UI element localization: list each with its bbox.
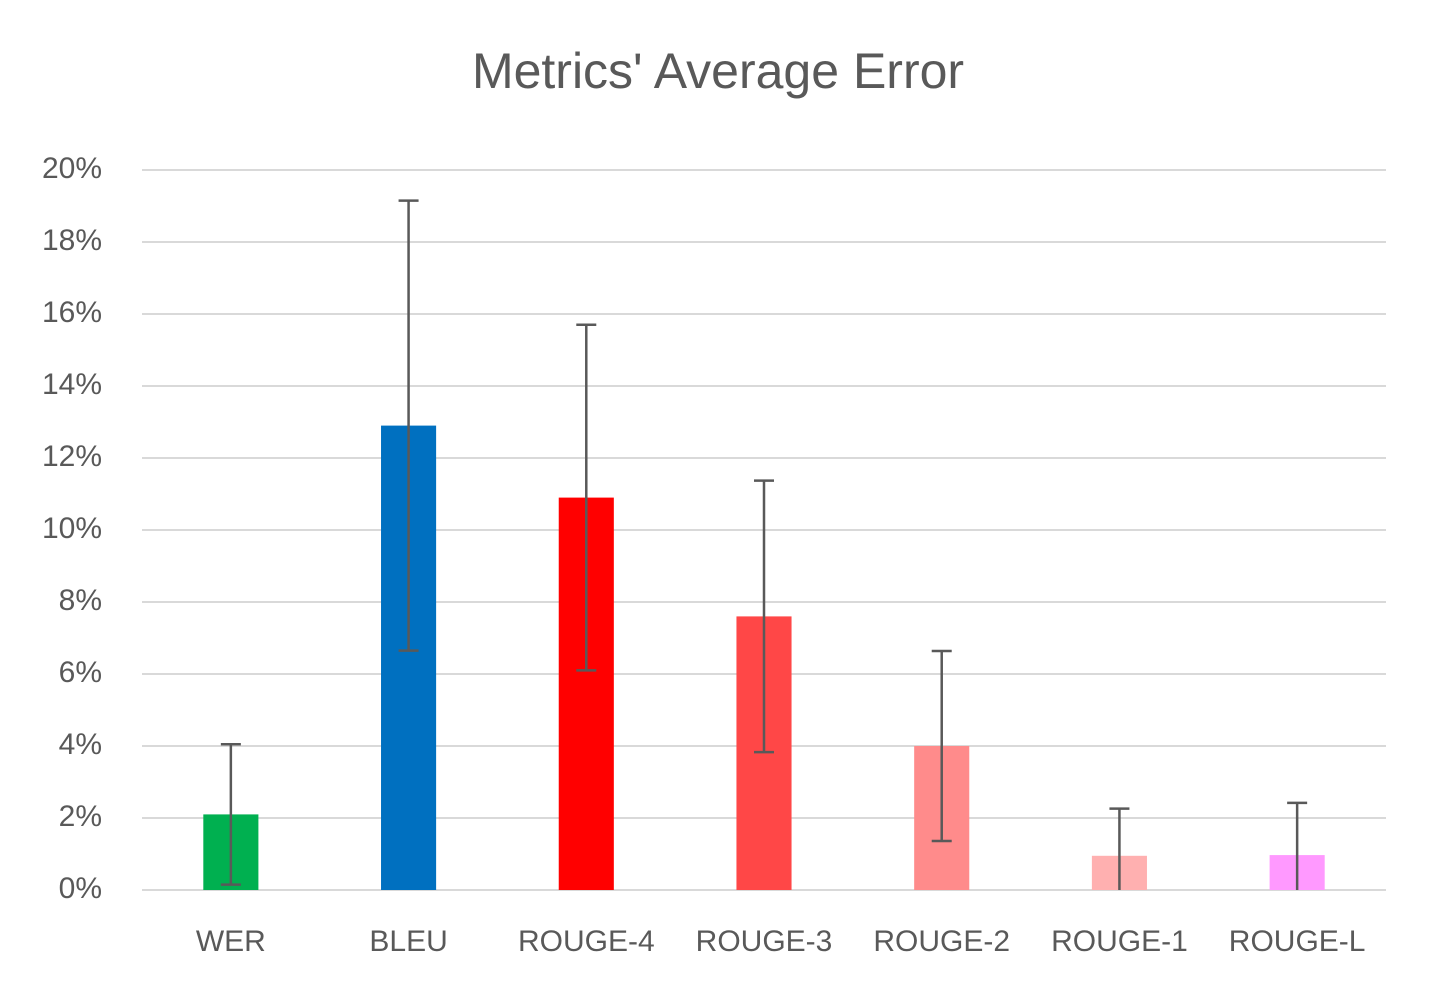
error-bar [398, 199, 419, 652]
y-tick-label: 12% [42, 440, 102, 473]
y-tick-label: 0% [59, 872, 102, 905]
error-bar [1287, 801, 1308, 890]
error-bar [754, 479, 774, 754]
error-bar [220, 742, 241, 886]
chart-title: Metrics' Average Error [472, 43, 964, 99]
y-tick-label: 6% [59, 656, 102, 689]
x-tick-label: ROUGE-4 [518, 925, 655, 958]
x-tick-label: ROUGE-2 [873, 925, 1010, 958]
error-bar [1109, 807, 1130, 890]
y-tick-label: 10% [42, 512, 102, 545]
y-tick-label: 18% [42, 224, 102, 257]
y-tick-label: 8% [59, 584, 102, 617]
x-tick-label: BLEU [369, 925, 447, 958]
y-tick-label: 14% [42, 368, 102, 401]
x-tick-label: WER [196, 925, 266, 958]
error-bar [931, 649, 952, 843]
y-tick-label: 4% [59, 728, 102, 761]
x-tick-label: ROUGE-L [1229, 925, 1366, 958]
x-tick-label: ROUGE-3 [696, 925, 833, 958]
y-tick-label: 20% [42, 152, 102, 185]
x-tick-label: ROUGE-1 [1051, 925, 1188, 958]
y-tick-label: 16% [42, 296, 102, 329]
error-bars [220, 199, 1308, 890]
y-tick-label: 2% [59, 800, 102, 833]
error-bar [576, 323, 597, 672]
